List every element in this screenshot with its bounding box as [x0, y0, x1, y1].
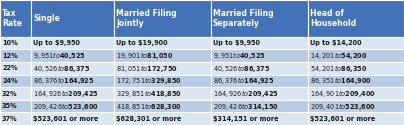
Text: 24%: 24%: [2, 78, 18, 84]
Text: $209,401 to $523,600: $209,401 to $523,600: [310, 101, 376, 112]
Bar: [211, 62, 308, 75]
Text: $314,151 or more: $314,151 or more: [213, 116, 278, 122]
Bar: [308, 87, 404, 100]
Text: 35%: 35%: [2, 103, 18, 109]
Text: 37%: 37%: [2, 116, 18, 122]
Text: Up to $14,200: Up to $14,200: [310, 40, 362, 46]
Text: $40,526 to $86,375: $40,526 to $86,375: [213, 63, 270, 74]
Bar: [0, 0, 31, 37]
Text: Head of
Household: Head of Household: [310, 9, 356, 28]
Text: $209,426 to $314,150: $209,426 to $314,150: [213, 101, 279, 112]
Text: Up to $9,950: Up to $9,950: [33, 40, 80, 46]
Bar: [308, 0, 404, 37]
Bar: [0, 62, 31, 75]
Bar: [308, 37, 404, 50]
Text: $523,601 or more: $523,601 or more: [310, 116, 375, 122]
Text: 10%: 10%: [2, 40, 18, 46]
Text: Married Filing
Jointly: Married Filing Jointly: [116, 9, 177, 28]
Bar: [211, 87, 308, 100]
Text: $14,201 to $54,200: $14,201 to $54,200: [310, 50, 367, 61]
Text: $81,051 to $172,750: $81,051 to $172,750: [116, 63, 178, 74]
Bar: [0, 37, 31, 50]
Bar: [211, 75, 308, 87]
Text: $86,351 to $164,900: $86,351 to $164,900: [310, 75, 372, 86]
Bar: [0, 75, 31, 87]
Bar: [114, 100, 211, 112]
Text: $172,751 to $329,850: $172,751 to $329,850: [116, 75, 182, 86]
Text: Single: Single: [33, 14, 60, 23]
Bar: [0, 50, 31, 62]
Bar: [308, 62, 404, 75]
Text: $86,376 to $164,925: $86,376 to $164,925: [33, 75, 95, 86]
Bar: [114, 0, 211, 37]
Text: 22%: 22%: [2, 65, 18, 71]
Bar: [114, 75, 211, 87]
Bar: [114, 62, 211, 75]
Text: $54,201 to $86,350: $54,201 to $86,350: [310, 63, 367, 74]
Bar: [31, 100, 114, 112]
Bar: [114, 87, 211, 100]
Bar: [31, 50, 114, 62]
Bar: [211, 100, 308, 112]
Bar: [31, 37, 114, 50]
Text: $86,376 to $164,925: $86,376 to $164,925: [213, 75, 274, 86]
Text: $40,526 to $86,375: $40,526 to $86,375: [33, 63, 90, 74]
Text: $523,601 or more: $523,601 or more: [33, 116, 99, 122]
Bar: [31, 75, 114, 87]
Bar: [308, 112, 404, 125]
Bar: [0, 100, 31, 112]
Bar: [31, 112, 114, 125]
Text: $9,951 to $40,525: $9,951 to $40,525: [33, 50, 86, 61]
Bar: [0, 87, 31, 100]
Bar: [211, 112, 308, 125]
Text: $418,851 to $628,300: $418,851 to $628,300: [116, 101, 182, 112]
Bar: [211, 50, 308, 62]
Bar: [31, 0, 114, 37]
Text: $628,301 or more: $628,301 or more: [116, 116, 181, 122]
Bar: [31, 87, 114, 100]
Text: Tax
Rate: Tax Rate: [2, 9, 22, 28]
Text: 32%: 32%: [2, 90, 18, 96]
Text: $209,426 to $523,600: $209,426 to $523,600: [33, 101, 99, 112]
Text: $164,901 to $209,400: $164,901 to $209,400: [310, 88, 376, 99]
Bar: [308, 75, 404, 87]
Text: $329,851 to $418,850: $329,851 to $418,850: [116, 88, 182, 99]
Bar: [308, 50, 404, 62]
Text: Up to $19,900: Up to $19,900: [116, 40, 168, 46]
Bar: [114, 37, 211, 50]
Bar: [211, 0, 308, 37]
Text: $9,951 to $40,525: $9,951 to $40,525: [213, 50, 266, 61]
Bar: [114, 50, 211, 62]
Text: $19,901 to $81,050: $19,901 to $81,050: [116, 50, 173, 61]
Text: 12%: 12%: [2, 53, 18, 59]
Text: Married Filing
Separately: Married Filing Separately: [213, 9, 274, 28]
Bar: [31, 62, 114, 75]
Bar: [308, 100, 404, 112]
Bar: [0, 112, 31, 125]
Text: $164,926 to $209,425: $164,926 to $209,425: [33, 88, 99, 99]
Text: $164,926 to $209,425: $164,926 to $209,425: [213, 88, 279, 99]
Bar: [114, 112, 211, 125]
Bar: [211, 37, 308, 50]
Text: Up to $9,950: Up to $9,950: [213, 40, 260, 46]
